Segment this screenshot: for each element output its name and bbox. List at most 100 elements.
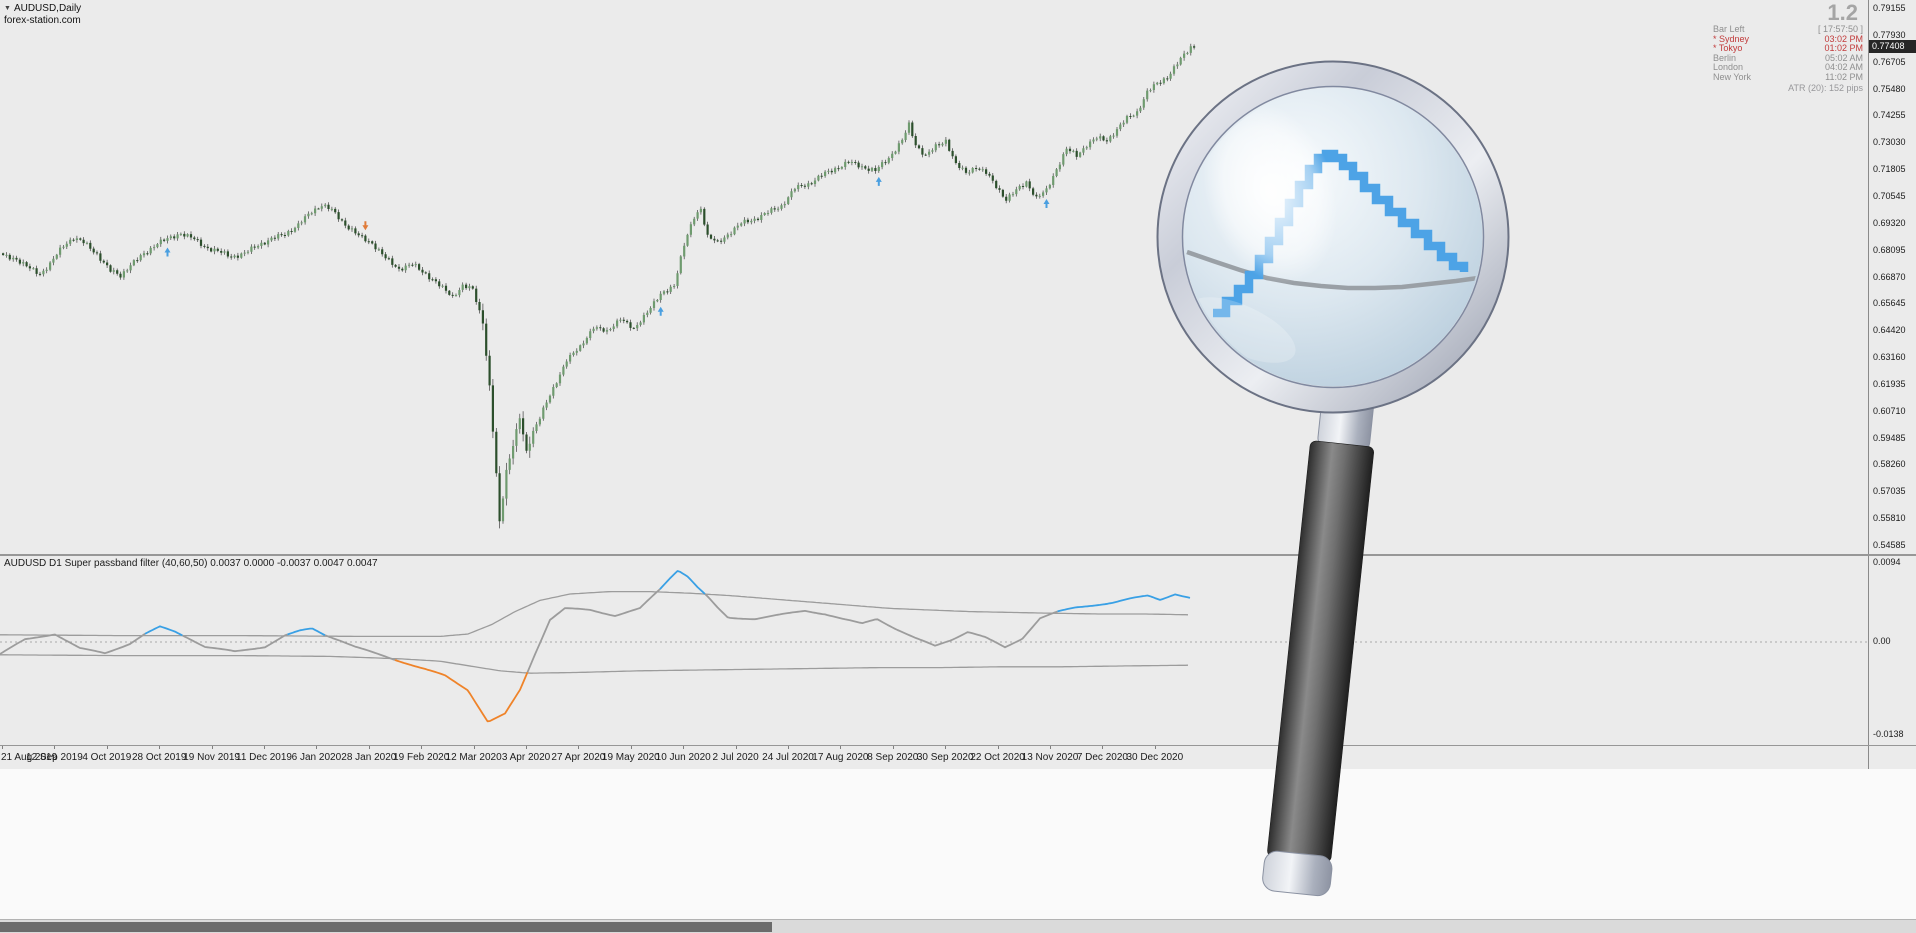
date-tick: [735, 746, 737, 749]
date-tick: [264, 746, 265, 749]
price-axis-label: 0.57035: [1873, 486, 1906, 497]
date-label: 28 Jan 2020: [341, 752, 397, 763]
date-tick: [368, 746, 370, 749]
date-tick: [526, 746, 527, 749]
clock-row: Bar Left [ 17:57:50 ]: [1713, 24, 1863, 35]
passband-upper-band: [0, 590, 1189, 638]
date-label: 13 Nov 2020: [1021, 752, 1079, 763]
price-axis-label: 0.60710: [1873, 405, 1906, 416]
site-watermark: forex-station.com: [4, 15, 81, 26]
date-label: 24 Jul 2020: [762, 752, 814, 763]
price-chart-canvas[interactable]: [0, 0, 1868, 555]
version-watermark: 1.2: [1827, 0, 1858, 25]
date-label: 2 Jul 2020: [712, 752, 759, 763]
date-tick: [578, 746, 580, 749]
clock-row: * Tokyo 01:02 PM: [1713, 43, 1863, 54]
price-axis-label: 0.77930: [1873, 29, 1906, 40]
scrollbar-track[interactable]: [0, 919, 1916, 933]
clock-city-label: * Tokyo: [1713, 43, 1743, 53]
clock-city-label: London: [1713, 62, 1744, 72]
date-label: 12 Mar 2020: [445, 752, 502, 763]
date-tick: [106, 746, 108, 749]
date-label: 8 Sep 2020: [867, 752, 919, 763]
indicator-axis-label: 0.0094: [1873, 557, 1901, 567]
atr-label: ATR (20): 152 pips: [1788, 83, 1863, 93]
symbol-block: ▼ AUDUSD,Daily forex-station.com: [4, 3, 81, 27]
chart-dropdown-icon[interactable]: ▼: [4, 5, 11, 12]
date-label: 30 Sep 2020: [916, 752, 974, 763]
price-axis-label: 0.54585: [1873, 540, 1906, 550]
current-price-badge: 0.77408: [1869, 40, 1916, 53]
date-tick: [630, 746, 632, 749]
date-tick: [945, 746, 947, 749]
price-axis-label: 0.65645: [1873, 298, 1906, 309]
date-label: 19 Nov 2019: [183, 752, 240, 763]
clock-city-label: Bar Left: [1713, 24, 1745, 34]
clock-city-label: Berlin: [1713, 52, 1737, 63]
date-label: 6 Jan 2020: [291, 752, 342, 763]
clock-city-label: * Sydney: [1713, 33, 1750, 44]
date-label: 11 Dec 2019: [236, 752, 292, 763]
date-tick: [1050, 746, 1051, 749]
signal-arrow-down: [362, 221, 369, 231]
price-axis-label: 0.61935: [1873, 378, 1906, 389]
date-tick: [683, 746, 685, 749]
clock-row: * Sydney 03:02 PM: [1713, 33, 1863, 45]
date-tick: [54, 746, 56, 749]
clock-time-value: [ 17:57:50 ]: [1817, 24, 1863, 34]
axis-divider: [0, 745, 1916, 746]
clock-row: London 04:02 AM: [1713, 62, 1863, 73]
date-tick: [473, 746, 475, 749]
candlestick-series: [1, 43, 1196, 529]
indicator-canvas[interactable]: [0, 556, 1868, 745]
passband-main-line: [0, 570, 1191, 723]
price-axis-label: 0.73030: [1873, 137, 1906, 148]
price-axis-label: 0.70545: [1873, 190, 1906, 201]
passband-lower-band: [0, 654, 1189, 674]
date-label: 3 Apr 2020: [501, 752, 551, 763]
clock-city-label: New York: [1713, 71, 1752, 82]
date-tick: [892, 746, 894, 749]
date-label: 19 Feb 2020: [393, 752, 450, 763]
price-axis-label: 0.76705: [1873, 56, 1906, 67]
clock-time-value: 03:02 PM: [1824, 33, 1863, 44]
signal-arrow-up: [1043, 199, 1050, 208]
price-axis-label: 0.75480: [1873, 83, 1906, 94]
pane-divider[interactable]: [0, 554, 1916, 556]
price-axis-label: 0.64420: [1873, 325, 1906, 336]
clock-panel: Bar Left[ 17:57:50 ] * Sydney 03:02 PM * To…: [1713, 24, 1863, 94]
date-tick: [211, 746, 213, 749]
price-axis-label: 0.66870: [1873, 271, 1906, 282]
clock-row: New York 11:02 PM: [1713, 71, 1863, 83]
indicator-title: AUDUSD D1 Super passband filter (40,60,5…: [4, 558, 378, 569]
date-label: 4 Oct 2019: [82, 752, 132, 763]
signal-arrows: [164, 176, 1050, 316]
signal-arrow-up: [657, 306, 664, 316]
date-tick: [316, 746, 318, 749]
signal-arrow-up: [164, 247, 171, 257]
clock-time-value: 05:02 AM: [1824, 52, 1863, 63]
date-axis[interactable]: 21 Aug 2019 12 Sep 2019 4 Oct 2019 28 Oct 2…: [0, 746, 1868, 769]
price-axis[interactable]: 0.77408 0.79155 0.77930 0.76705 0.75480 0.74…: [1868, 0, 1916, 769]
clock-row: Berlin 05:02 AM: [1713, 52, 1863, 64]
clock-time-value: 11:02 PM: [1825, 71, 1863, 82]
price-axis-label: 0.55810: [1873, 513, 1906, 524]
date-label: 7 Dec 2020: [1076, 752, 1128, 763]
date-label: 19 May 2020: [601, 752, 660, 763]
indicator-axis-label: -0.0138: [1873, 729, 1904, 739]
price-axis-label: 0.58260: [1873, 459, 1906, 470]
price-axis-label: 0.71805: [1873, 164, 1906, 175]
clock-time-value: 01:02 PM: [1824, 43, 1863, 53]
price-axis-label: 0.74255: [1873, 110, 1906, 121]
date-label: 10 Jun 2020: [655, 752, 711, 763]
indicator-axis-label: 0.00: [1873, 636, 1891, 646]
date-tick: [1102, 746, 1104, 749]
date-tick: [997, 746, 999, 749]
scrollbar-thumb[interactable]: [0, 922, 772, 932]
date-label: 30 Dec 2020: [1126, 752, 1184, 763]
date-label: 27 Apr 2020: [551, 752, 606, 763]
price-axis-label: 0.63160: [1873, 352, 1906, 363]
date-label: 12 Sep 2019: [26, 752, 83, 763]
symbol-label: AUDUSD,Daily: [13, 3, 82, 14]
